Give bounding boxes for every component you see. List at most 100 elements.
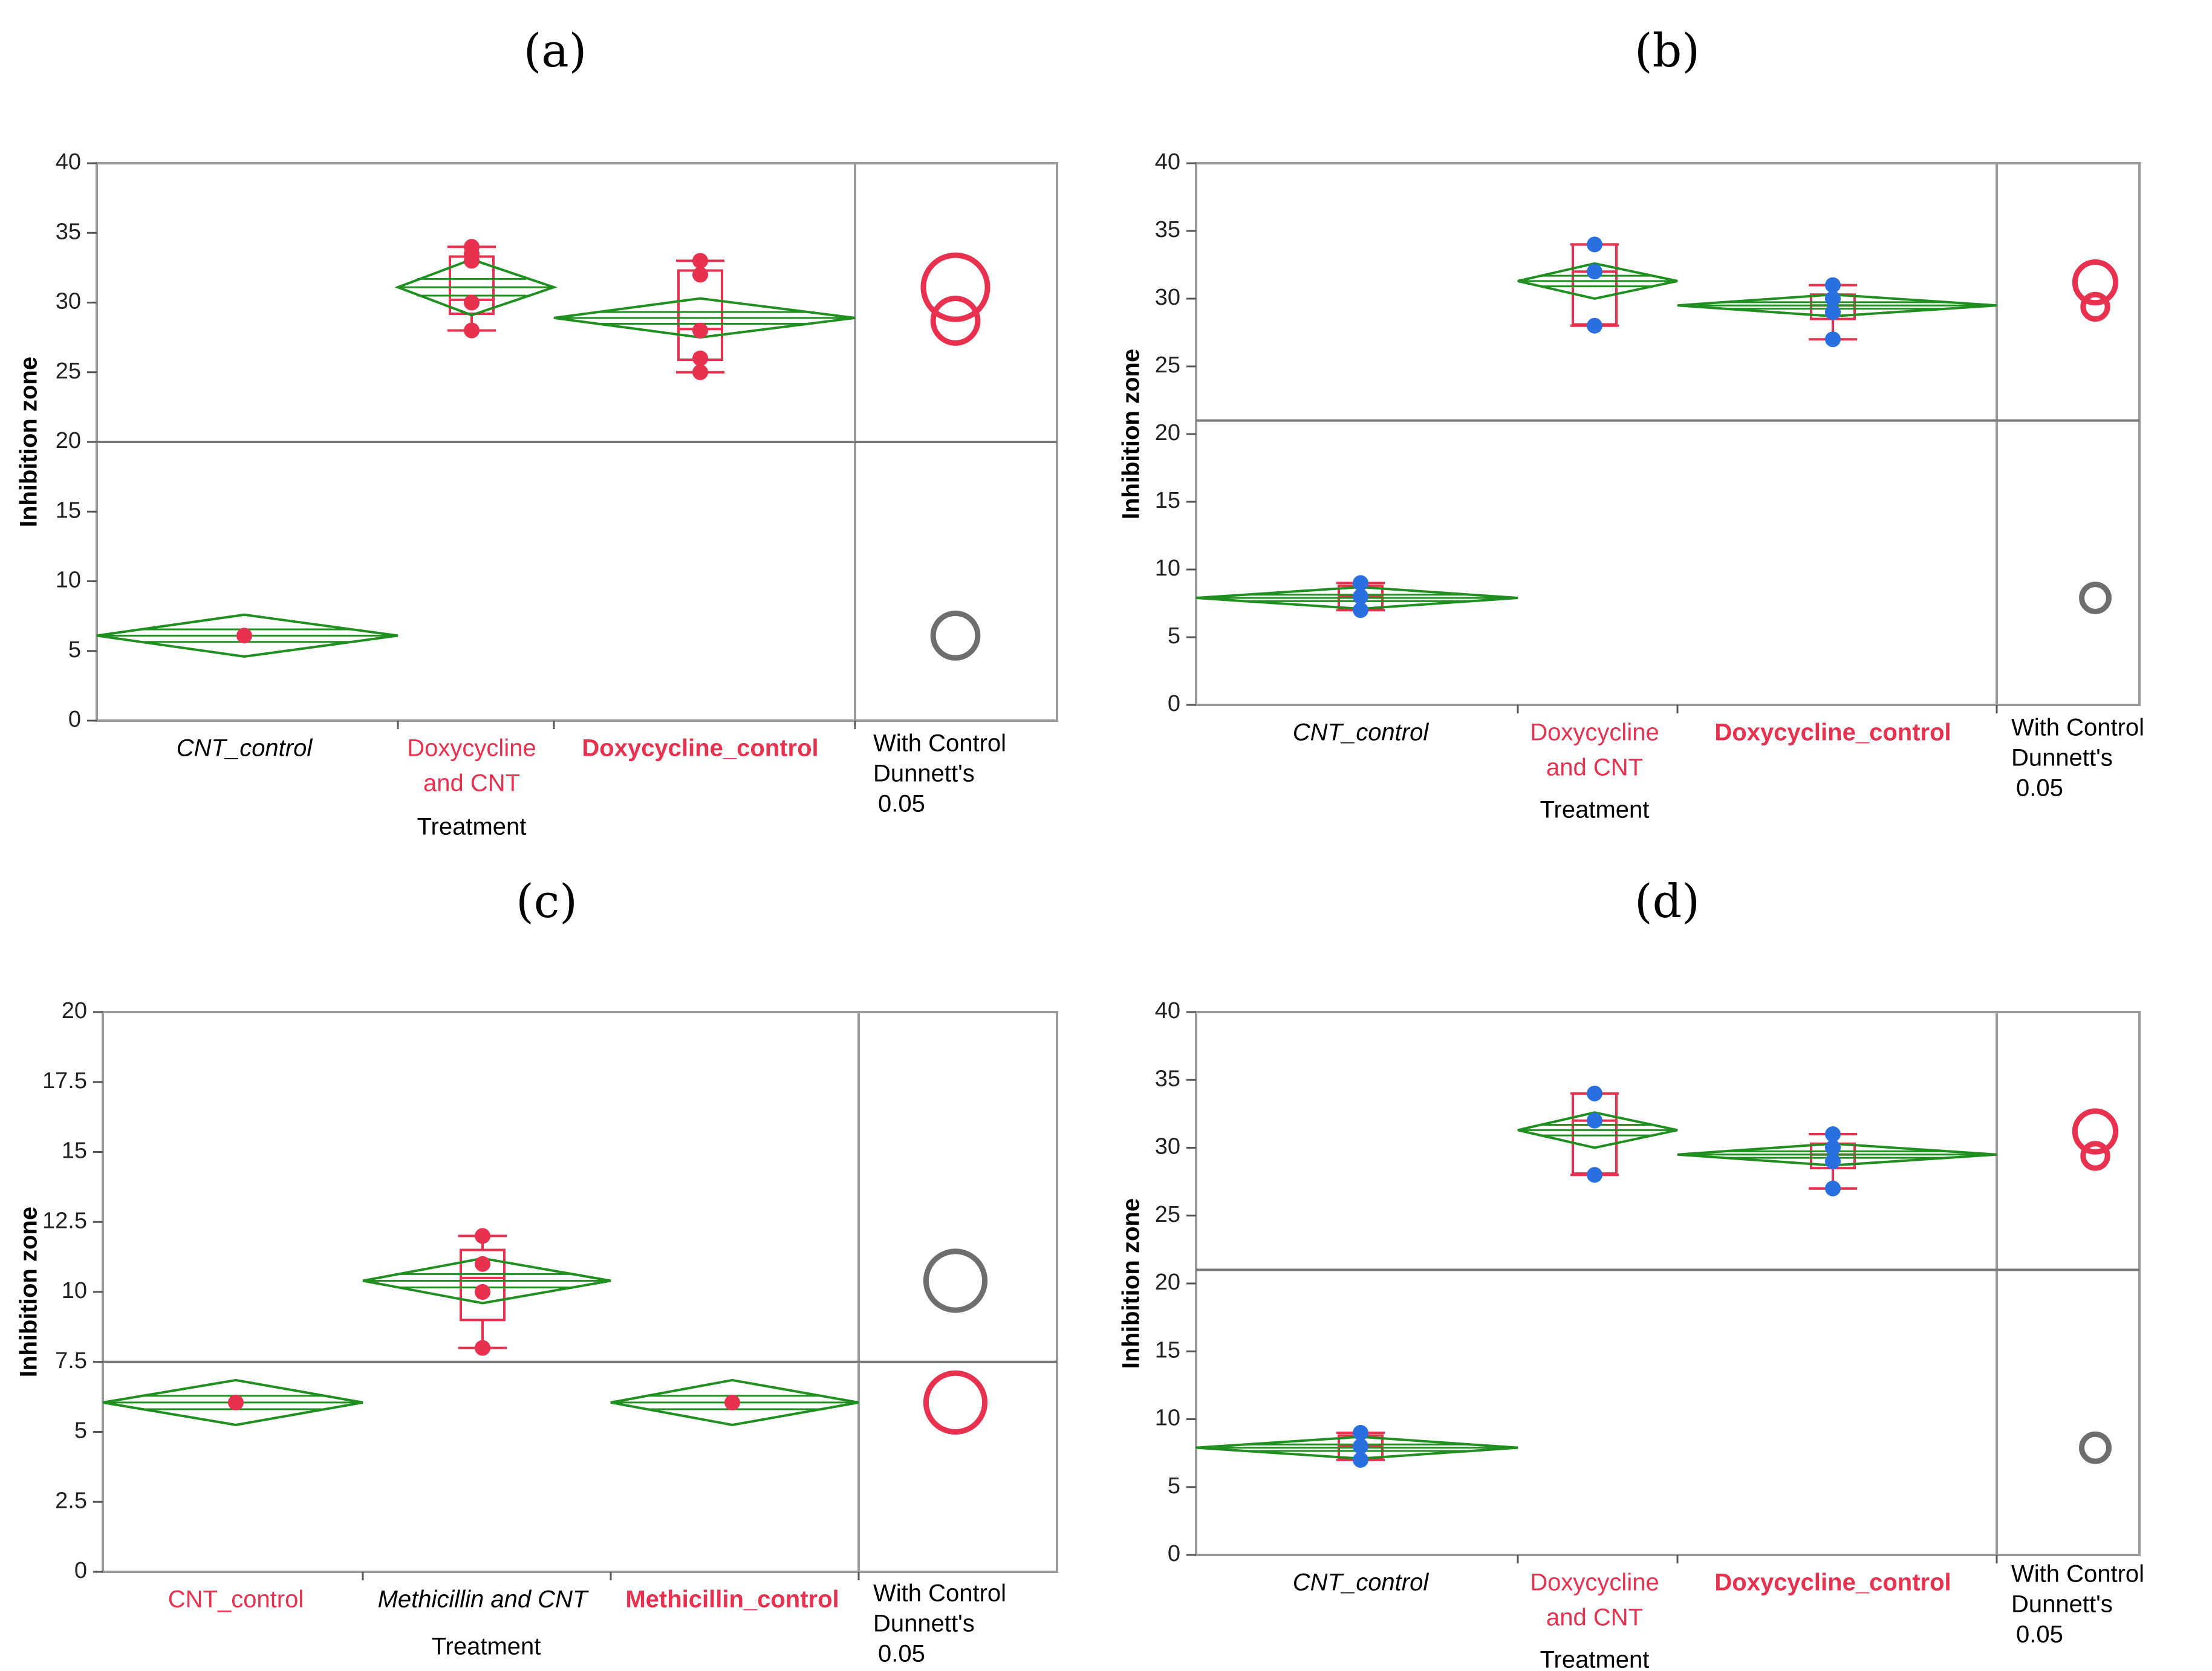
data-point bbox=[464, 294, 480, 311]
data-point bbox=[1587, 317, 1602, 334]
category-label: and CNT bbox=[423, 770, 520, 797]
y-tick-label: 15 bbox=[56, 498, 81, 523]
data-point bbox=[1587, 236, 1602, 253]
category-group: Doxycycline_control bbox=[1677, 277, 1997, 746]
y-tick-label: 20 bbox=[1155, 1270, 1180, 1295]
category-label: Doxycycline bbox=[407, 735, 536, 762]
data-point bbox=[475, 1256, 490, 1272]
x-axis-title: Treatment bbox=[1540, 1647, 1650, 1671]
y-axis-title: Inhibition zone bbox=[16, 1207, 42, 1377]
category-label: CNT_control bbox=[1293, 719, 1430, 746]
category-group: CNT_control bbox=[1195, 575, 1518, 746]
comparison-label: Dunnett's bbox=[873, 1611, 975, 1637]
category-label: Methicillin_control bbox=[625, 1586, 839, 1613]
category-label: Methicillin and CNT bbox=[378, 1586, 589, 1613]
category-label: Doxycycline_control bbox=[1714, 1569, 1951, 1596]
y-tick-label: 0 bbox=[1168, 1541, 1180, 1566]
panel-c: (c) 0 2.5 5 7.5 10 12.5 15 17.5 20 Inhibition zone… bbox=[16, 874, 1058, 1667]
category-group: Doxycycline and CNT bbox=[1517, 1085, 1678, 1631]
category-label: and CNT bbox=[1546, 754, 1643, 781]
comparison-label: 0.05 bbox=[878, 1641, 925, 1667]
panel-label: (b) bbox=[1635, 24, 1700, 77]
category-label: and CNT bbox=[1546, 1604, 1643, 1631]
y-tick-label: 5 bbox=[74, 1418, 87, 1444]
data-point bbox=[1825, 304, 1841, 320]
y-tick-label: 40 bbox=[56, 149, 81, 175]
data-point bbox=[475, 1284, 490, 1300]
comparison-label: 0.05 bbox=[878, 791, 925, 817]
data-point bbox=[692, 350, 708, 366]
y-tick-label: 35 bbox=[1155, 217, 1180, 242]
comparison-label: Dunnett's bbox=[2011, 1591, 2113, 1618]
category-group: CNT_control bbox=[102, 1378, 363, 1613]
category-label: Doxycycline_control bbox=[582, 735, 818, 762]
data-point bbox=[1587, 1085, 1602, 1102]
y-tick-label: 35 bbox=[1155, 1066, 1180, 1091]
box-iqr bbox=[460, 1248, 506, 1322]
data-point bbox=[1353, 575, 1368, 591]
comparison-circle bbox=[2079, 582, 2112, 614]
comparison-circle bbox=[930, 296, 981, 346]
category-group: Methicillin and CNT bbox=[362, 1228, 611, 1613]
category-label: CNT_control bbox=[177, 735, 313, 762]
category-group: Doxycycline_control bbox=[1677, 1126, 1997, 1596]
comparison-circle bbox=[2080, 1141, 2110, 1171]
comparison-label: With Control bbox=[873, 730, 1006, 757]
category-group: Doxycycline and CNT bbox=[1517, 236, 1678, 781]
data-point bbox=[1825, 1140, 1841, 1156]
y-tick-label: 20 bbox=[1155, 420, 1180, 446]
data-point bbox=[1825, 1153, 1841, 1169]
comparison-circle bbox=[2079, 1431, 2112, 1464]
category-group: Doxycycline_control bbox=[553, 253, 856, 762]
y-tick-label: 25 bbox=[1155, 1202, 1180, 1227]
y-tick-label: 15 bbox=[1155, 1337, 1180, 1363]
data-point bbox=[1353, 1424, 1368, 1441]
y-tick-label: 5 bbox=[1168, 1473, 1180, 1499]
y-tick-label: 15 bbox=[1155, 488, 1180, 513]
data-point bbox=[1587, 1112, 1602, 1129]
category-group: Methicillin_control bbox=[610, 1378, 859, 1613]
data-point bbox=[692, 253, 708, 269]
panel-label: (d) bbox=[1635, 874, 1700, 928]
y-tick-label: 35 bbox=[56, 219, 81, 244]
comparison-label: With Control bbox=[873, 1580, 1006, 1607]
x-axis-title: Treatment bbox=[417, 814, 527, 840]
y-axis-title: Inhibition zone bbox=[1118, 349, 1145, 519]
category-group: CNT_control bbox=[1195, 1424, 1518, 1596]
y-tick-label: 40 bbox=[1155, 149, 1180, 175]
comparison-label: Dunnett's bbox=[873, 761, 975, 787]
y-axis-title: Inhibition zone bbox=[16, 357, 42, 527]
x-axis-title: Treatment bbox=[432, 1634, 541, 1660]
comparison-circle bbox=[920, 252, 991, 322]
y-tick-label: 10 bbox=[1155, 556, 1180, 581]
panel-label: (a) bbox=[524, 24, 587, 77]
panel-d: (d) 0 5 10 15 20 25 30 35 40 Inhibition zone Treatm… bbox=[1118, 874, 2145, 1671]
data-point bbox=[1587, 1167, 1602, 1183]
panel-label: (c) bbox=[516, 874, 577, 928]
y-tick-label: 0 bbox=[1168, 691, 1180, 716]
data-point bbox=[1825, 291, 1841, 307]
y-tick-label: 30 bbox=[56, 289, 81, 314]
y-tick-label: 30 bbox=[1155, 1134, 1180, 1160]
panel-a: (a) 0 5 10 15 20 25 30 35 40 Inhibition zone Treatm… bbox=[16, 24, 1058, 840]
comparison-circle bbox=[2080, 291, 2110, 322]
box-iqr bbox=[677, 269, 723, 362]
comparison-circle bbox=[923, 1248, 988, 1313]
y-tick-label: 12.5 bbox=[42, 1208, 87, 1233]
y-tick-label: 0 bbox=[68, 707, 81, 732]
category-label: CNT_control bbox=[168, 1586, 304, 1613]
y-tick-label: 10 bbox=[1155, 1406, 1180, 1431]
data-point bbox=[1825, 277, 1841, 293]
comparison-label: Dunnett's bbox=[2011, 745, 2113, 771]
y-tick-label: 15 bbox=[62, 1138, 87, 1164]
y-tick-label: 10 bbox=[62, 1278, 87, 1303]
y-tick-label: 17.5 bbox=[42, 1068, 87, 1094]
data-point bbox=[692, 364, 708, 380]
data-point bbox=[1353, 1452, 1368, 1468]
x-axis-title: Treatment bbox=[1540, 797, 1650, 823]
data-point bbox=[1587, 264, 1602, 280]
comparison-label: With Control bbox=[2011, 1561, 2144, 1588]
comparison-circle bbox=[2072, 259, 2119, 306]
data-point bbox=[724, 1394, 740, 1410]
